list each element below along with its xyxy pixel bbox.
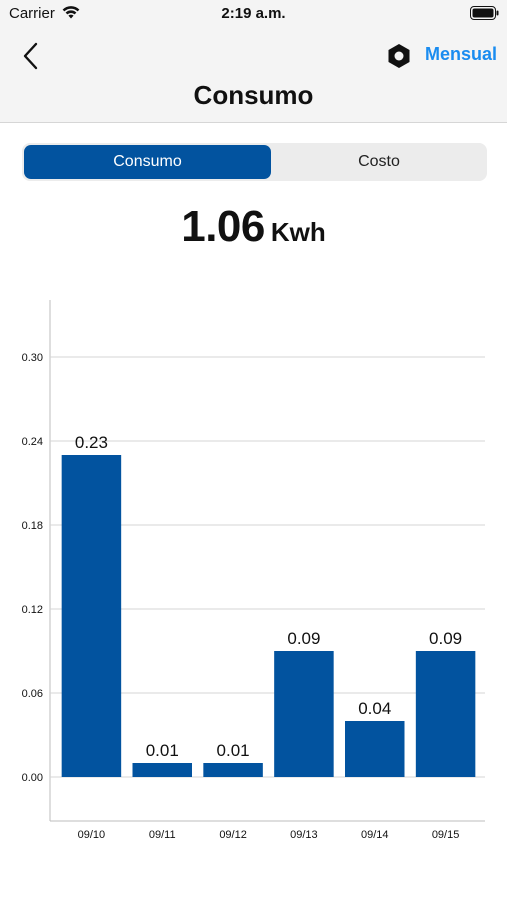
- bar-value-label: 0.04: [358, 699, 391, 718]
- segment-costo[interactable]: Costo: [358, 153, 400, 170]
- consumption-bar-chart: 0.00 0.06 0.12 0.18 0.24 0.30 0.23 09/10 0.01 09/…: [22, 300, 485, 841]
- y-tick-label: 0.06: [22, 688, 43, 700]
- navigation-bar: Mensual Consumo: [0, 28, 507, 123]
- segment-consumo[interactable]: Consumo: [24, 145, 271, 179]
- x-tick-label: 09/12: [219, 829, 247, 841]
- total-unit: Kwh: [270, 217, 326, 247]
- total-consumption: 1.06 Kwh: [0, 202, 507, 252]
- wifi-icon: [62, 6, 80, 19]
- y-tick-label: 0.00: [22, 772, 43, 784]
- y-tick-label: 0.18: [22, 520, 43, 532]
- segmented-control: Consumo Costo: [22, 143, 487, 181]
- y-tick-label: 0.24: [22, 436, 43, 448]
- bar: [415, 651, 476, 777]
- bar-value-label: 0.23: [75, 433, 108, 452]
- bar: [61, 455, 122, 777]
- clock: 2:19 a.m.: [221, 5, 286, 22]
- bar-value-label: 0.09: [287, 629, 320, 648]
- total-value: 1.06: [181, 202, 265, 251]
- y-tick-label: 0.30: [22, 352, 43, 364]
- bar-value-label: 0.09: [429, 629, 462, 648]
- bar-value-label: 0.01: [146, 741, 179, 760]
- page-title: Consumo: [193, 80, 314, 110]
- x-tick-label: 09/13: [290, 829, 318, 841]
- bar: [345, 721, 405, 777]
- hexagon-settings-icon[interactable]: [387, 43, 411, 69]
- x-tick-label: 09/10: [78, 829, 106, 841]
- period-selector-button[interactable]: Mensual: [424, 44, 497, 64]
- bar: [274, 651, 334, 777]
- x-tick-label: 09/15: [432, 829, 460, 841]
- bar-value-label: 0.01: [217, 741, 250, 760]
- carrier-label: Carrier: [9, 5, 55, 22]
- bar: [132, 763, 192, 777]
- x-tick-label: 09/14: [361, 829, 389, 841]
- y-tick-label: 0.12: [22, 604, 43, 616]
- status-bar: Carrier 2:19 a.m.: [0, 0, 507, 28]
- bar: [203, 763, 263, 777]
- battery-icon: [470, 6, 499, 20]
- x-tick-label: 09/11: [149, 829, 176, 841]
- back-chevron-icon[interactable]: [20, 42, 44, 70]
